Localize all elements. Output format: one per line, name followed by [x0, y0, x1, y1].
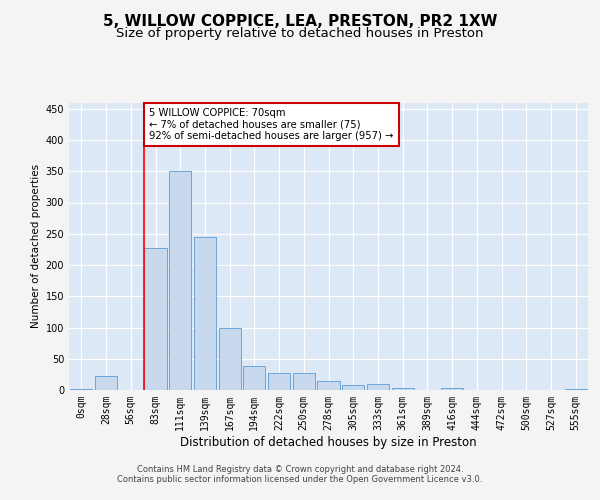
Bar: [293, 373, 315, 390]
Bar: [317, 381, 340, 390]
Bar: [367, 384, 389, 390]
Y-axis label: Number of detached properties: Number of detached properties: [31, 164, 41, 328]
Bar: [268, 373, 290, 390]
Text: Contains public sector information licensed under the Open Government Licence v3: Contains public sector information licen…: [118, 476, 482, 484]
Bar: [169, 171, 191, 390]
Bar: [145, 248, 167, 390]
Bar: [565, 389, 587, 390]
Bar: [441, 388, 463, 390]
Text: Contains HM Land Registry data © Crown copyright and database right 2024.: Contains HM Land Registry data © Crown c…: [137, 464, 463, 473]
Text: 5 WILLOW COPPICE: 70sqm
← 7% of detached houses are smaller (75)
92% of semi-det: 5 WILLOW COPPICE: 70sqm ← 7% of detached…: [149, 108, 394, 140]
Bar: [194, 237, 216, 390]
Text: Distribution of detached houses by size in Preston: Distribution of detached houses by size …: [181, 436, 477, 449]
Bar: [95, 376, 117, 390]
Bar: [392, 388, 414, 390]
Text: Size of property relative to detached houses in Preston: Size of property relative to detached ho…: [116, 28, 484, 40]
Text: 5, WILLOW COPPICE, LEA, PRESTON, PR2 1XW: 5, WILLOW COPPICE, LEA, PRESTON, PR2 1XW: [103, 14, 497, 29]
Bar: [342, 385, 364, 390]
Bar: [218, 328, 241, 390]
Bar: [243, 366, 265, 390]
